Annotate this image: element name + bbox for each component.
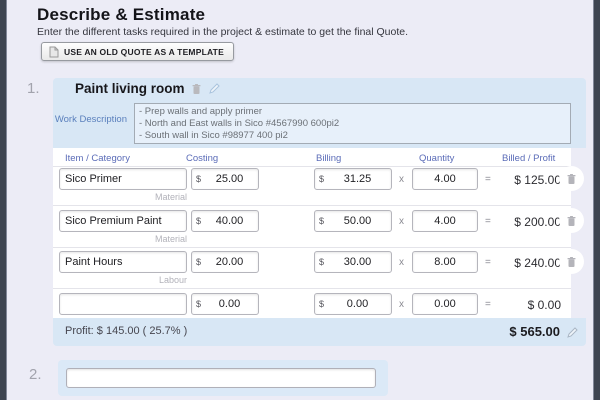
- column-header-quantity: Quantity: [419, 153, 455, 164]
- edit-task-icon[interactable]: [208, 82, 221, 95]
- page-subtitle: Enter the different tasks required in th…: [37, 26, 409, 38]
- task2-panel: [58, 360, 388, 396]
- costing-value[interactable]: [201, 215, 258, 227]
- item-category-label: Material: [154, 234, 187, 244]
- currency-symbol: $: [319, 174, 325, 184]
- task-total: $ 565.00: [509, 324, 560, 339]
- task2-name-input[interactable]: [66, 368, 376, 388]
- currency-symbol: $: [196, 299, 202, 309]
- quantity-value[interactable]: [413, 294, 477, 314]
- work-description-section: Work Description - Prep walls and apply …: [53, 102, 586, 148]
- quote-page: Describe & Estimate Enter the different …: [6, 0, 594, 400]
- costing-value[interactable]: [201, 173, 258, 185]
- multiply-sign: x: [399, 299, 404, 310]
- costing-input[interactable]: $: [191, 293, 259, 315]
- multiply-sign: x: [399, 257, 404, 268]
- currency-symbol: $: [196, 216, 202, 226]
- trash-icon: [567, 256, 576, 267]
- equals-sign: =: [485, 174, 491, 185]
- profit-summary: Profit: $ 145.00 ( 25.7% ): [65, 325, 188, 337]
- row-billed-amount: $ 125.00: [514, 173, 561, 187]
- row-divider: [53, 247, 571, 248]
- equals-sign: =: [485, 216, 491, 227]
- billing-value[interactable]: [324, 173, 391, 185]
- multiply-sign: x: [399, 174, 404, 185]
- billing-value[interactable]: [324, 256, 391, 268]
- column-header-costing: Costing: [186, 153, 219, 164]
- page-title: Describe & Estimate: [37, 5, 206, 24]
- item-name-input[interactable]: [59, 251, 187, 273]
- delete-row-button[interactable]: [559, 249, 584, 274]
- item-category-label: Material: [154, 192, 187, 202]
- currency-symbol: $: [319, 216, 325, 226]
- quantity-value[interactable]: [413, 252, 477, 272]
- item-name-input[interactable]: [59, 293, 187, 315]
- billing-input[interactable]: $: [314, 210, 392, 232]
- task1-footer-band: Profit: $ 145.00 ( 25.7% ) $ 565.00: [53, 318, 586, 346]
- column-header-item: Item / Category: [65, 153, 130, 164]
- billing-value[interactable]: [324, 298, 391, 310]
- row-divider: [53, 205, 571, 206]
- quantity-input[interactable]: [412, 251, 478, 273]
- row-billed-amount: $ 200.00: [514, 215, 561, 229]
- quantity-input[interactable]: [412, 210, 478, 232]
- billing-input[interactable]: $: [314, 251, 392, 273]
- currency-symbol: $: [196, 257, 202, 267]
- delete-row-button[interactable]: [559, 208, 584, 233]
- task1-number: 1.: [27, 80, 40, 97]
- work-description-label: Work Description: [54, 114, 127, 125]
- costing-input[interactable]: $: [191, 168, 259, 190]
- currency-symbol: $: [319, 257, 325, 267]
- task1-title: Paint living room: [75, 81, 185, 96]
- delete-task-icon[interactable]: [191, 83, 202, 95]
- document-icon: [48, 46, 59, 58]
- billing-input[interactable]: $: [314, 293, 392, 315]
- costing-value[interactable]: [201, 256, 258, 268]
- costing-input[interactable]: $: [191, 210, 259, 232]
- currency-symbol: $: [319, 299, 325, 309]
- quantity-input[interactable]: [412, 168, 478, 190]
- item-name-input[interactable]: [59, 168, 187, 190]
- equals-sign: =: [485, 299, 491, 310]
- currency-symbol: $: [196, 174, 202, 184]
- costing-value[interactable]: [201, 298, 258, 310]
- item-name-input[interactable]: [59, 210, 187, 232]
- task2-number: 2.: [29, 366, 42, 383]
- items-table: Item / Category Costing Billing Quantity…: [53, 148, 584, 318]
- edit-total-icon[interactable]: [566, 326, 579, 339]
- quantity-value[interactable]: [413, 211, 477, 231]
- costing-input[interactable]: $: [191, 251, 259, 273]
- equals-sign: =: [485, 257, 491, 268]
- column-header-billed-profit: Billed / Profit: [502, 153, 556, 164]
- trash-icon: [567, 173, 576, 184]
- quantity-value[interactable]: [413, 169, 477, 189]
- use-old-quote-template-button[interactable]: USE AN OLD QUOTE AS A TEMPLATE: [41, 42, 234, 61]
- row-divider: [53, 166, 571, 167]
- task1-header-band: Paint living room: [53, 78, 586, 102]
- row-billed-amount: $ 0.00: [527, 298, 561, 312]
- delete-row-button[interactable]: [559, 166, 584, 191]
- row-billed-amount: $ 240.00: [514, 256, 561, 270]
- billing-input[interactable]: $: [314, 168, 392, 190]
- quantity-input[interactable]: [412, 293, 478, 315]
- trash-icon: [567, 215, 576, 226]
- billing-value[interactable]: [324, 215, 391, 227]
- use-old-quote-template-label: USE AN OLD QUOTE AS A TEMPLATE: [64, 46, 224, 57]
- task1-panel: Paint living room Work Description - Pre…: [53, 78, 586, 346]
- column-header-billing: Billing: [316, 153, 342, 164]
- work-description-textarea[interactable]: - Prep walls and apply primer - North an…: [134, 103, 571, 144]
- multiply-sign: x: [399, 216, 404, 227]
- row-divider: [53, 288, 571, 289]
- item-category-label: Labour: [158, 275, 187, 285]
